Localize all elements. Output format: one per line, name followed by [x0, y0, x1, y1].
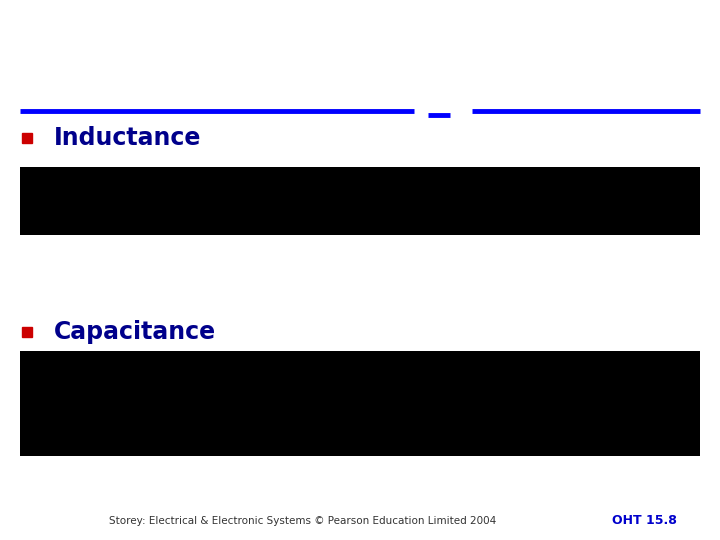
Text: OHT 15.8: OHT 15.8 [612, 514, 677, 526]
Text: Capacitance: Capacitance [54, 320, 216, 344]
Bar [20, 351, 700, 456]
Bar [20, 167, 700, 235]
Text: Inductance: Inductance [54, 126, 202, 150]
Text: Storey: Electrical & Electronic Systems © Pearson Education Limited 2004: Storey: Electrical & Electronic Systems … [109, 516, 496, 526]
